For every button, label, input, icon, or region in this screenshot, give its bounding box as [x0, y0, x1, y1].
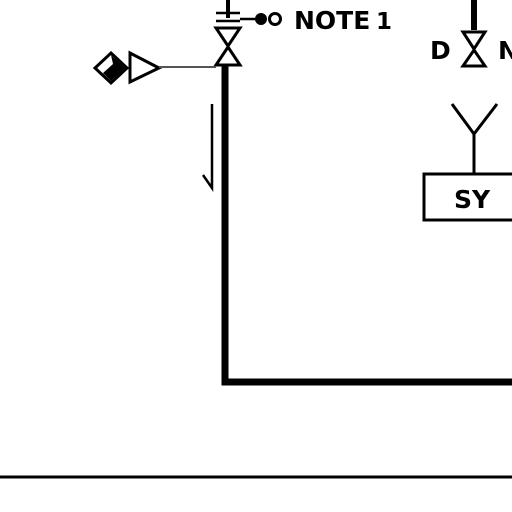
valve-body-upper	[460, 30, 488, 52]
diamond-fill-icon	[103, 55, 125, 81]
triangle-arrow-icon	[128, 50, 163, 85]
valve-body-lower	[213, 44, 243, 67]
flow-arrow-icon	[201, 104, 214, 193]
valve-tag-left: D	[430, 36, 451, 65]
note-dot-filled-icon	[255, 13, 267, 25]
note-dot-open-icon	[268, 12, 282, 26]
valve-body-lower	[460, 47, 488, 68]
valve-body-upper	[213, 26, 243, 49]
gate-valve-right	[460, 30, 488, 68]
box-label: SY	[454, 185, 491, 214]
vent-valve-assembly	[216, 0, 282, 26]
instrument-signal	[92, 50, 216, 86]
note-number: 1	[376, 9, 392, 35]
note-label: NOTE	[294, 6, 370, 35]
antenna-icon	[450, 103, 499, 173]
valve-tag-right: N	[498, 36, 512, 65]
main-pipe	[221, 66, 512, 386]
gate-valve-left	[213, 26, 243, 67]
sy-box	[422, 172, 512, 222]
